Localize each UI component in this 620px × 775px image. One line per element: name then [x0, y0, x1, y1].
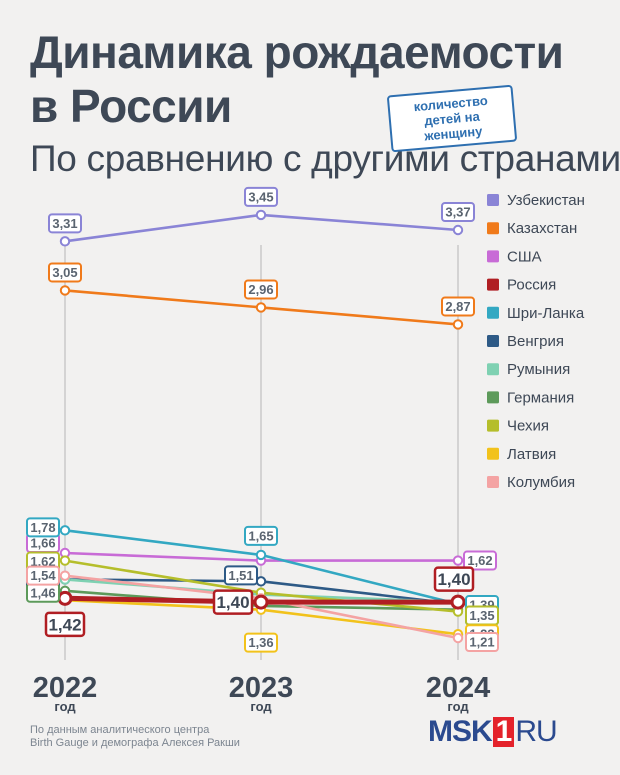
- logo-msk: MSK: [428, 715, 493, 748]
- series-3-point-2023: [253, 594, 269, 610]
- x-tick-sublabel: год: [447, 699, 469, 714]
- series-2-data-label-2024: 1,62: [467, 553, 492, 568]
- series-8-data-label-2024: 1,35: [469, 608, 494, 623]
- series-1-data-label-2023: 2,96: [248, 282, 273, 297]
- series-9-data-label-2023: 1,36: [248, 635, 273, 650]
- series-2-data-label-2022: 1,66: [30, 536, 55, 551]
- source-line-2: Birth Gauge и демографа Алексея Ракши: [30, 737, 240, 749]
- logo-ru: RU: [515, 715, 557, 748]
- data-labels: 3,31 3,45 3,37 3,05 2,96 2,87 1,66 1,62 1,78 1,65…: [26, 186, 499, 653]
- series-3-data-label-2023: 1,40: [216, 593, 249, 612]
- legend-swatch-7: [487, 391, 499, 404]
- series-2-point-2024: [452, 555, 464, 566]
- legend-swatch-2: [487, 250, 499, 263]
- series-10-label-box-2024: [465, 632, 499, 652]
- series-0-data-label-2024: 3,37: [445, 205, 470, 220]
- legend: Узбекистан Казахстан США Россия Шри-Ланка Вен…: [487, 192, 585, 491]
- series-7-data-label-2022: 1,46: [30, 585, 55, 600]
- page-title-line2: в России: [30, 80, 232, 132]
- legend-entry-2: США: [507, 248, 542, 265]
- series-5-label-box-2023: [224, 565, 258, 586]
- series-4-label-box-2022: [26, 517, 60, 538]
- page-subtitle: По сравнению с другими странами: [30, 138, 620, 179]
- series-3-data-label-2022: 1,42: [48, 615, 81, 634]
- series-10-data-label-2024: 1,21: [469, 635, 494, 650]
- legend-entry-0: Узбекистан: [507, 192, 585, 209]
- x-tick-label-2022: 2022: [33, 672, 98, 704]
- series-4-data-label-2022: 1,78: [30, 520, 55, 535]
- series-0-data-label-2022: 3,31: [52, 216, 77, 231]
- series-3-data-label-2024: 1,40: [437, 570, 470, 589]
- source-note: По данным аналитического центра Birth Ga…: [30, 724, 240, 750]
- legend-entry-3: Россия: [507, 277, 556, 294]
- legend-entry-8: Чехия: [507, 418, 549, 435]
- series-0-point-2024: [452, 224, 464, 236]
- series-10-point-2024: [452, 632, 464, 644]
- series-0-point-2022: [59, 236, 71, 247]
- legend-entry-9: Латвия: [507, 446, 556, 463]
- series-1-label-box-2024: [441, 296, 475, 317]
- series-10-data-label-2022: 1,54: [30, 568, 56, 583]
- legend-swatch-5: [487, 335, 499, 347]
- legend-swatch-3: [487, 278, 499, 291]
- series-0-point-2023: [255, 209, 267, 221]
- series-4-data-label-2023: 1,65: [248, 528, 273, 543]
- x-tick-label-2023: 2023: [229, 672, 294, 704]
- series-0-label-box-2024: [441, 202, 475, 222]
- series-5-point-2023: [255, 576, 267, 587]
- legend-entry-4: Шри-Ланка: [507, 305, 585, 322]
- page-title-line1: Динамика рождаемости: [30, 26, 564, 78]
- msk1-logo[interactable]: MSK 1 RU: [428, 714, 558, 750]
- series-2-label-box-2024: [463, 550, 497, 571]
- series-4-point-2023: [255, 549, 267, 561]
- legend-swatch-10: [487, 476, 499, 488]
- series-1-data-label-2022: 3,05: [52, 265, 77, 280]
- series-8-point-2022: [59, 555, 71, 566]
- series-0-label-box-2023: [244, 186, 278, 207]
- legend-swatch-0: [487, 194, 499, 206]
- logo-one: 1: [492, 717, 515, 747]
- series-4-label-box-2023: [244, 525, 278, 546]
- series-5-data-label-2023: 1,51: [228, 568, 253, 583]
- legend-entry-10: Колумбия: [507, 474, 575, 491]
- series-10-label-box-2022: [26, 565, 60, 586]
- legend-entry-5: Венгрия: [507, 333, 564, 350]
- legend-swatch-8: [487, 419, 499, 432]
- series-4-point-2022: [59, 525, 71, 536]
- legend-entry-7: Германия: [507, 389, 574, 406]
- series-9-label-box-2023: [244, 632, 278, 653]
- series-1-data-label-2024: 2,87: [445, 299, 470, 314]
- legend-swatch-9: [487, 447, 499, 460]
- series-8-data-label-2022: 1,62: [30, 554, 55, 569]
- x-tick-sublabel: год: [54, 699, 76, 714]
- series-3-point-2022: [57, 590, 73, 606]
- series-3-point-2024: [450, 594, 466, 610]
- series-1-label-box-2022: [48, 262, 82, 283]
- series-10-point-2022: [59, 570, 71, 581]
- legend-entry-1: Казахстан: [507, 220, 577, 237]
- legend-entry-6: Румыния: [507, 361, 570, 378]
- series-1-point-2022: [59, 285, 71, 296]
- series-0-label-box-2022: [48, 213, 82, 234]
- x-tick-label-2024: 2024: [426, 672, 491, 704]
- legend-swatch-6: [487, 363, 499, 376]
- series-3-label-box-2022: [44, 611, 86, 638]
- x-tick-sublabel: год: [250, 699, 272, 714]
- legend-swatch-4: [487, 306, 499, 319]
- series-points: [57, 209, 466, 644]
- series-1-label-box-2023: [244, 279, 278, 300]
- series-3-label-box-2023: [212, 589, 254, 615]
- series-1-point-2023: [255, 302, 267, 313]
- series-3-label-box-2024: [433, 566, 475, 592]
- series-1-point-2024: [452, 319, 464, 330]
- source-line-1: По данным аналитического центра: [30, 724, 210, 736]
- legend-swatch-1: [487, 222, 499, 235]
- series-0-data-label-2023: 3,45: [248, 189, 273, 204]
